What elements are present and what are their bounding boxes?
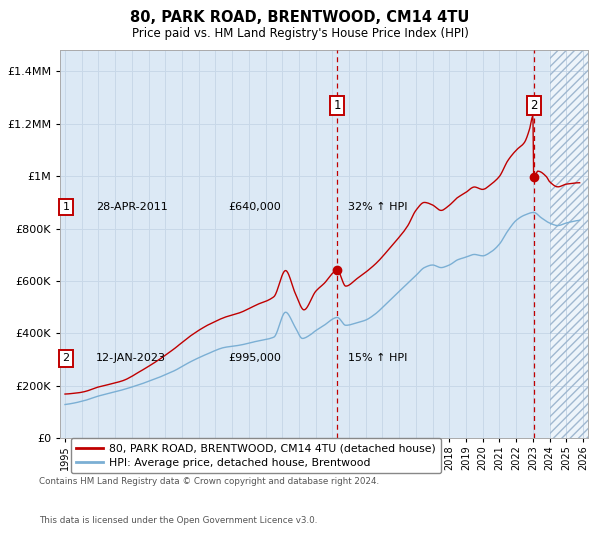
Text: This data is licensed under the Open Government Licence v3.0.: This data is licensed under the Open Gov… bbox=[39, 516, 317, 525]
Text: 1: 1 bbox=[334, 99, 341, 112]
Text: 28-APR-2011: 28-APR-2011 bbox=[96, 202, 168, 212]
Bar bbox=[550, 32, 588, 451]
Text: 12-JAN-2023: 12-JAN-2023 bbox=[96, 353, 166, 363]
Text: 32% ↑ HPI: 32% ↑ HPI bbox=[348, 202, 407, 212]
Text: £995,000: £995,000 bbox=[228, 353, 281, 363]
Bar bbox=[550, 50, 588, 438]
Text: 2: 2 bbox=[530, 99, 538, 112]
Text: Contains HM Land Registry data © Crown copyright and database right 2024.: Contains HM Land Registry data © Crown c… bbox=[39, 477, 379, 486]
Text: 15% ↑ HPI: 15% ↑ HPI bbox=[348, 353, 407, 363]
Text: 80, PARK ROAD, BRENTWOOD, CM14 4TU: 80, PARK ROAD, BRENTWOOD, CM14 4TU bbox=[130, 10, 470, 25]
Legend: 80, PARK ROAD, BRENTWOOD, CM14 4TU (detached house), HPI: Average price, detache: 80, PARK ROAD, BRENTWOOD, CM14 4TU (deta… bbox=[71, 438, 441, 473]
Text: 1: 1 bbox=[62, 202, 70, 212]
Text: £640,000: £640,000 bbox=[228, 202, 281, 212]
Text: 2: 2 bbox=[62, 353, 70, 363]
Text: Price paid vs. HM Land Registry's House Price Index (HPI): Price paid vs. HM Land Registry's House … bbox=[131, 27, 469, 40]
